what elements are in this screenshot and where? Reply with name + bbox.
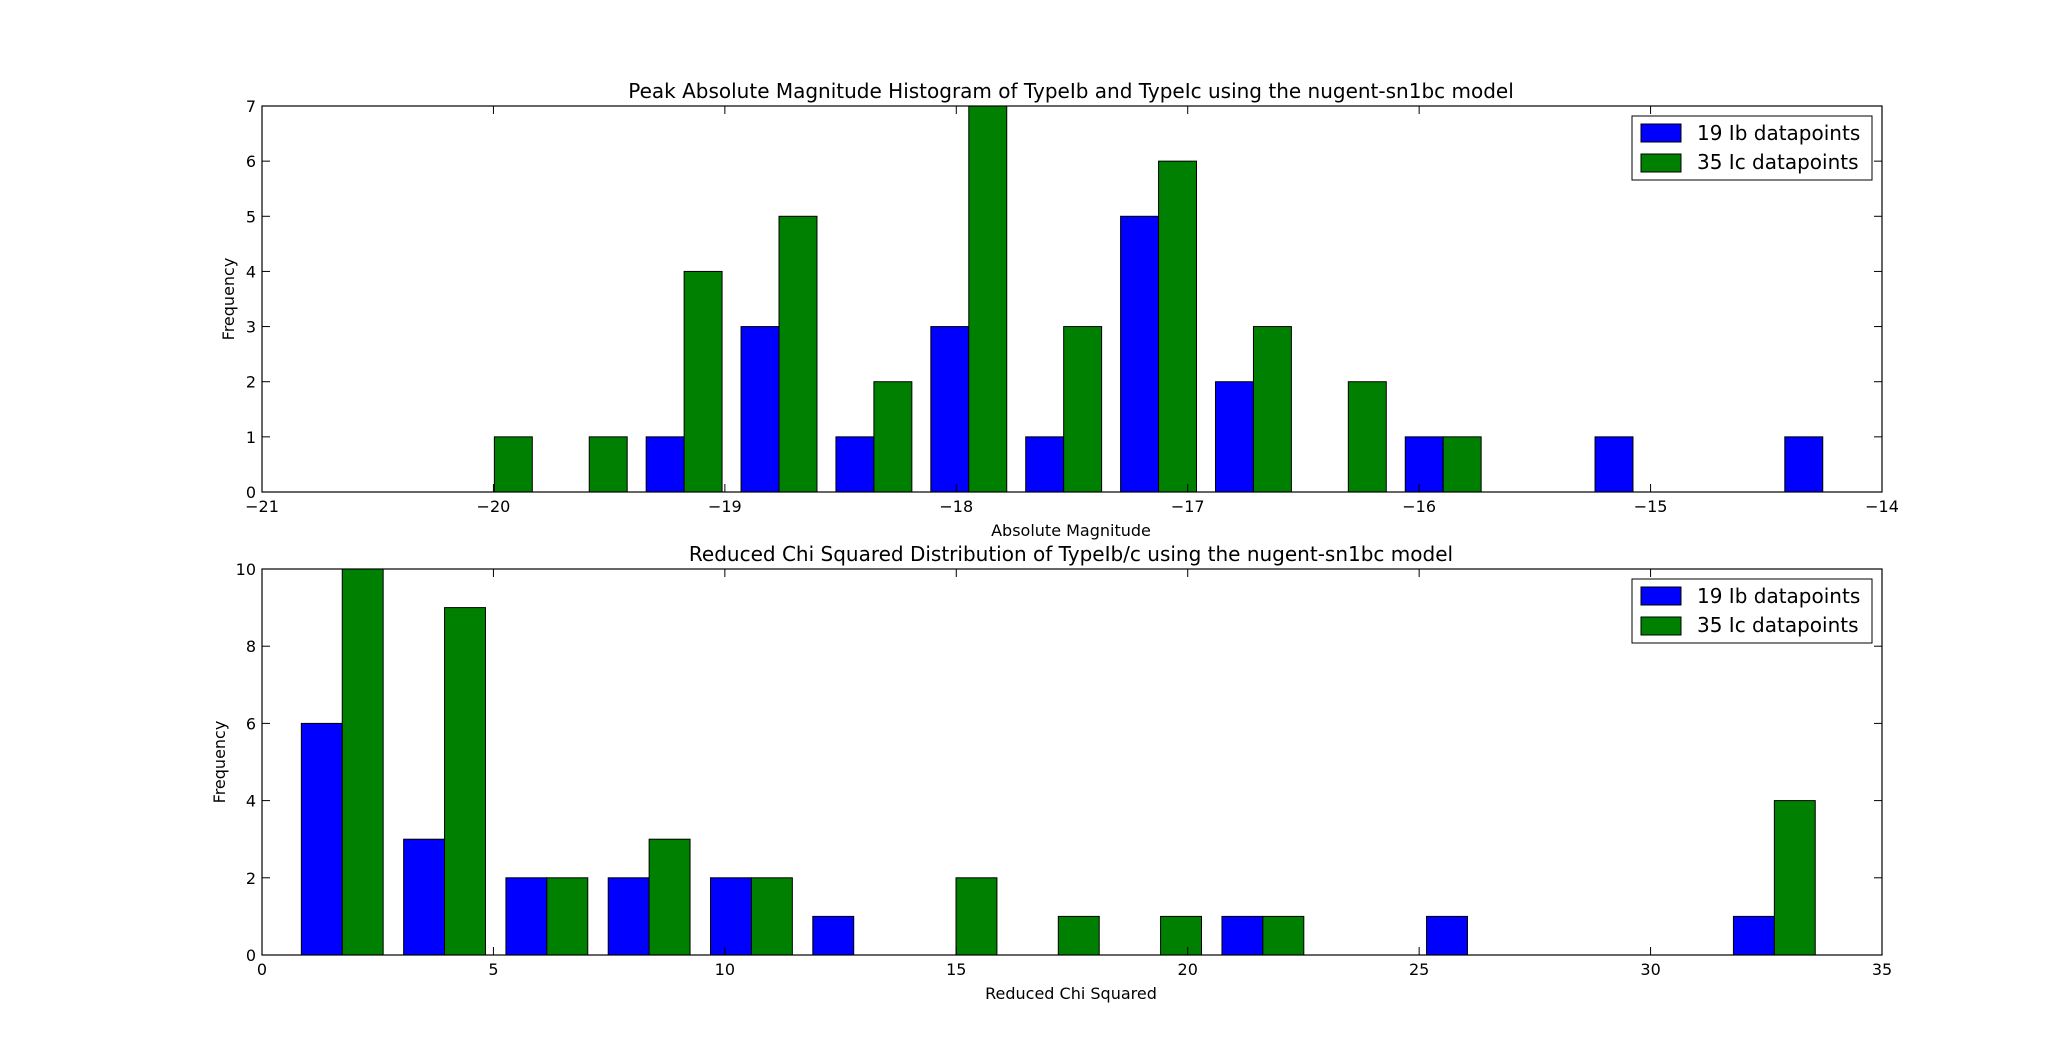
chart-chi-squared-distribution: Reduced Chi Squared Distribution of Type… [210,542,1892,1003]
y-axis-label: Frequency [210,721,229,804]
legend-label-ic: 35 Ic datapoints [1697,613,1859,637]
x-tick-label: −14 [1865,497,1899,516]
bar-ic [968,105,1008,493]
chart-magnitude-histogram: Peak Absolute Magnitude Histogram of Typ… [219,79,1899,540]
bar-ib [930,326,970,493]
x-axis-label: Absolute Magnitude [991,521,1151,540]
bar-ic [588,436,628,493]
y-tick-label: 3 [246,318,256,337]
legend-swatch-ic [1640,616,1682,636]
y-tick-label: 0 [246,483,256,502]
y-tick-label: 5 [246,207,256,226]
x-tick-label: 20 [1178,960,1198,979]
bar-ic [341,568,384,956]
bar-ic [955,877,998,956]
bars-group [300,568,1816,956]
bar-ib [1404,436,1444,493]
y-tick-label: 6 [246,152,256,171]
x-tick-label: 15 [946,960,966,979]
x-tick-label: 35 [1872,960,1892,979]
bar-ib [1120,215,1160,493]
legend-swatch-ic [1640,153,1682,173]
y-tick-label: 2 [246,373,256,392]
bar-ib [710,877,752,956]
bar-ib [835,436,875,493]
plot-frame [261,568,1883,956]
legend: 19 Ib datapoints 35 Ic datapoints [1631,115,1873,181]
x-tick-label: 5 [488,960,498,979]
bar-ic [1063,326,1103,493]
bar-ib [1426,915,1468,956]
x-tick-label: −17 [1171,497,1205,516]
bar-ic [1773,800,1816,956]
x-tick-label: −19 [708,497,742,516]
y-axis-ticks: 0 2 4 6 8 10 [236,560,1882,965]
x-axis-ticks: −21 −20 −19 −18 −17 −16 −15 −14 [245,106,1899,516]
bar-ib [1214,381,1254,493]
y-axis-ticks: 0 1 2 3 4 5 6 7 [246,97,1882,502]
bar-ib [300,722,343,956]
x-tick-label: −18 [939,497,973,516]
x-tick-label: −20 [477,497,511,516]
bar-ib [1025,436,1065,493]
bar-ib [1594,436,1634,493]
bar-ic [1252,326,1292,493]
bar-ic [1347,381,1387,493]
x-tick-label: −21 [245,497,279,516]
bar-ic [493,436,533,493]
bar-ib [403,838,446,956]
bar-ic [648,838,691,956]
bar-ib [1221,915,1264,956]
y-tick-label: 7 [246,97,256,116]
bar-ic [444,607,486,956]
bar-ic [546,877,589,956]
bar-ib [645,436,685,493]
bar-ic [1160,915,1203,956]
plot-frame [261,105,1883,493]
legend-label-ib: 19 Ib datapoints [1697,584,1860,608]
y-tick-label: 4 [246,262,256,281]
bar-ib [1784,436,1824,493]
y-tick-label: 0 [246,946,256,965]
bar-ib [740,326,780,493]
x-tick-label: 25 [1409,960,1429,979]
x-axis-ticks: 0 5 10 15 20 25 30 35 [257,569,1892,979]
bar-ic [683,270,723,493]
y-tick-label: 4 [246,792,256,811]
bar-ic [1442,436,1482,493]
y-tick-label: 6 [246,714,256,733]
bar-ib [505,877,548,956]
x-tick-label: 10 [715,960,735,979]
bar-ic [873,381,913,493]
bar-ic [1158,160,1198,493]
x-tick-label: −16 [1402,497,1436,516]
bar-ic [1057,915,1100,956]
legend-swatch-ib [1640,586,1682,606]
y-tick-label: 8 [246,637,256,656]
x-tick-label: 0 [257,960,267,979]
x-axis-label: Reduced Chi Squared [985,984,1157,1003]
chart-title: Peak Absolute Magnitude Histogram of Typ… [628,79,1514,103]
y-tick-label: 1 [246,428,256,447]
chart-title: Reduced Chi Squared Distribution of Type… [689,542,1453,566]
y-axis-label: Frequency [219,258,238,341]
bar-ib [812,915,855,956]
y-tick-label: 2 [246,869,256,888]
bar-ib [607,877,650,956]
x-tick-label: −15 [1634,497,1668,516]
legend-label-ib: 19 Ib datapoints [1697,121,1860,145]
bar-ic [750,877,793,956]
bar-ic [1262,915,1305,956]
x-tick-label: 30 [1640,960,1660,979]
legend-swatch-ib [1640,123,1682,143]
y-tick-label: 10 [236,560,256,579]
bar-ib [1732,915,1775,956]
bar-ic [778,215,818,493]
legend-label-ic: 35 Ic datapoints [1697,150,1859,174]
bars-group [493,105,1824,493]
legend: 19 Ib datapoints 35 Ic datapoints [1631,578,1873,644]
